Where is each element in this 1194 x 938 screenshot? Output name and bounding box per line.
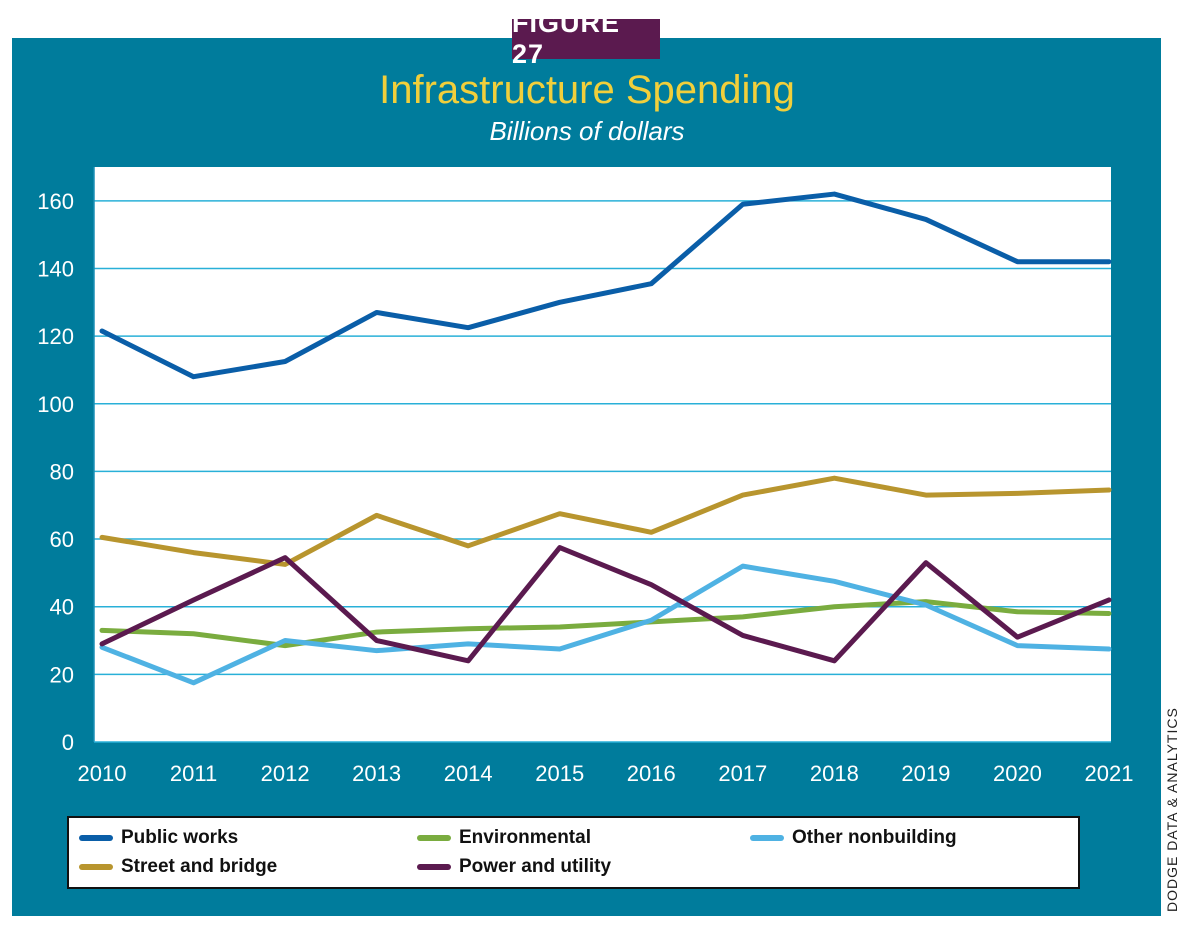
- x-tick-label: 2021: [1085, 761, 1134, 786]
- y-tick-label: 80: [50, 459, 74, 484]
- y-tick-label: 20: [50, 662, 74, 687]
- legend-item-public-works: Public works: [79, 827, 238, 849]
- x-tick-label: 2010: [78, 761, 127, 786]
- legend-swatch: [417, 864, 451, 870]
- y-axis: 0 20 40 60 80 100 120 140 160: [37, 189, 74, 755]
- legend-item-other-nonbuilding: Other nonbuilding: [750, 827, 957, 849]
- legend-swatch: [79, 835, 113, 841]
- y-tick-label: 60: [50, 527, 74, 552]
- x-tick-label: 2014: [444, 761, 493, 786]
- y-tick-label: 140: [37, 256, 74, 281]
- legend-label: Other nonbuilding: [792, 827, 957, 848]
- y-tick-label: 160: [37, 189, 74, 214]
- legend: Public works Street and bridge Environme…: [67, 816, 1080, 889]
- x-tick-label: 2011: [170, 761, 217, 786]
- legend-swatch: [750, 835, 784, 841]
- legend-item-power-and-utility: Power and utility: [417, 856, 611, 878]
- x-tick-label: 2020: [993, 761, 1042, 786]
- chart-title: Infrastructure Spending: [379, 68, 795, 112]
- figure-label: FIGURE 27: [512, 8, 660, 69]
- plot-area: [94, 167, 1111, 742]
- x-tick-label: 2012: [261, 761, 310, 786]
- legend-swatch: [417, 835, 451, 841]
- series-lines: [99, 191, 1112, 686]
- x-tick-label: 2019: [901, 761, 950, 786]
- legend-item-street-and-bridge: Street and bridge: [79, 856, 277, 878]
- series-line-environmental: [99, 599, 1112, 649]
- chart-subtitle: Billions of dollars: [489, 116, 685, 146]
- legend-item-environmental: Environmental: [417, 827, 591, 849]
- x-tick-label: 2016: [627, 761, 676, 786]
- legend-label: Environmental: [459, 827, 591, 848]
- x-axis: 2010 2011 2012 2013 2014 2015 2016 2017 2018 2019…: [78, 761, 1134, 786]
- x-tick-label: 2015: [535, 761, 584, 786]
- series-line-other-nonbuilding: [99, 563, 1112, 686]
- x-tick-label: 2013: [352, 761, 401, 786]
- x-tick-label: 2018: [810, 761, 859, 786]
- legend-swatch: [79, 864, 113, 870]
- y-tick-label: 0: [62, 730, 74, 755]
- legend-label: Power and utility: [459, 856, 612, 877]
- y-tick-label: 120: [37, 324, 74, 349]
- legend-label: Public works: [121, 827, 239, 848]
- x-tick-label: 2017: [718, 761, 767, 786]
- gridlines: [93, 167, 1111, 743]
- series-line-power-and-utility: [99, 545, 1112, 664]
- y-tick-label: 40: [50, 595, 74, 620]
- source-credit: DODGE DATA & ANALYTICS: [1164, 707, 1180, 912]
- legend-label: Street and bridge: [121, 856, 278, 877]
- series-line-public-works: [99, 191, 1112, 380]
- y-tick-label: 100: [37, 392, 74, 417]
